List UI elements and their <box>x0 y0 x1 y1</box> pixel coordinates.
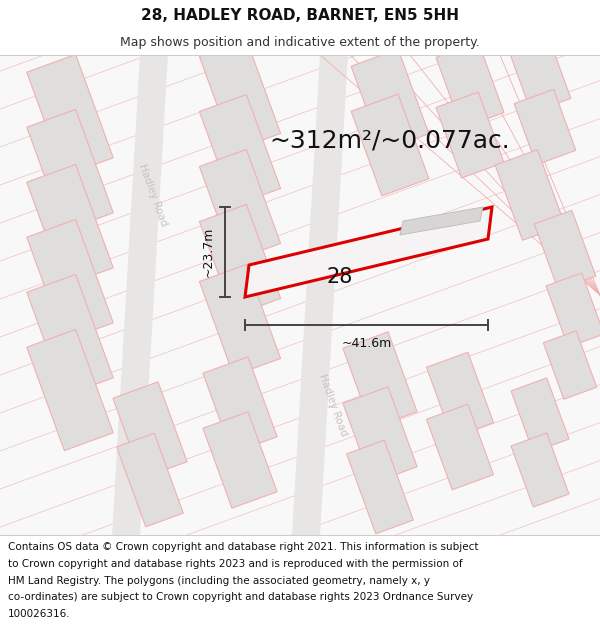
Polygon shape <box>27 54 113 176</box>
Text: Hadley Road: Hadley Road <box>137 162 169 228</box>
Text: to Crown copyright and database rights 2023 and is reproduced with the permissio: to Crown copyright and database rights 2… <box>8 559 463 569</box>
Polygon shape <box>292 55 348 535</box>
Polygon shape <box>199 94 281 206</box>
Polygon shape <box>400 207 483 235</box>
Polygon shape <box>543 331 597 399</box>
Polygon shape <box>199 264 281 376</box>
Polygon shape <box>343 332 417 428</box>
Polygon shape <box>436 42 504 128</box>
Text: ~312m²/~0.077ac.: ~312m²/~0.077ac. <box>269 128 511 152</box>
Polygon shape <box>351 49 429 151</box>
Polygon shape <box>245 207 492 297</box>
Polygon shape <box>427 352 493 437</box>
Text: 28: 28 <box>327 267 353 287</box>
Text: Contains OS data © Crown copyright and database right 2021. This information is : Contains OS data © Crown copyright and d… <box>8 542 478 552</box>
Text: co-ordinates) are subject to Crown copyright and database rights 2023 Ordnance S: co-ordinates) are subject to Crown copyr… <box>8 592 473 602</box>
Polygon shape <box>27 274 113 396</box>
Polygon shape <box>116 433 184 527</box>
Polygon shape <box>199 39 281 151</box>
Polygon shape <box>27 329 113 451</box>
Polygon shape <box>546 273 600 347</box>
Polygon shape <box>203 357 277 453</box>
Text: Hadley Road: Hadley Road <box>317 372 349 438</box>
Polygon shape <box>509 38 571 112</box>
Text: HM Land Registry. The polygons (including the associated geometry, namely x, y: HM Land Registry. The polygons (includin… <box>8 576 430 586</box>
Polygon shape <box>113 382 187 478</box>
Polygon shape <box>495 150 565 240</box>
Text: ~41.6m: ~41.6m <box>341 337 392 350</box>
Text: ~23.7m: ~23.7m <box>202 227 215 278</box>
Polygon shape <box>27 219 113 341</box>
Polygon shape <box>534 210 596 290</box>
Polygon shape <box>511 378 569 452</box>
Polygon shape <box>27 164 113 286</box>
Text: Map shows position and indicative extent of the property.: Map shows position and indicative extent… <box>120 36 480 49</box>
Polygon shape <box>343 387 417 483</box>
Polygon shape <box>436 92 504 178</box>
Polygon shape <box>112 55 168 535</box>
Text: 28, HADLEY ROAD, BARNET, EN5 5HH: 28, HADLEY ROAD, BARNET, EN5 5HH <box>141 8 459 23</box>
Polygon shape <box>27 109 113 231</box>
Polygon shape <box>511 433 569 507</box>
Text: 100026316.: 100026316. <box>8 609 70 619</box>
Polygon shape <box>199 204 281 316</box>
Polygon shape <box>203 412 277 508</box>
Polygon shape <box>347 440 413 534</box>
Polygon shape <box>427 404 493 490</box>
Polygon shape <box>199 149 281 261</box>
Polygon shape <box>514 89 576 165</box>
Polygon shape <box>351 94 429 196</box>
Polygon shape <box>0 55 600 535</box>
